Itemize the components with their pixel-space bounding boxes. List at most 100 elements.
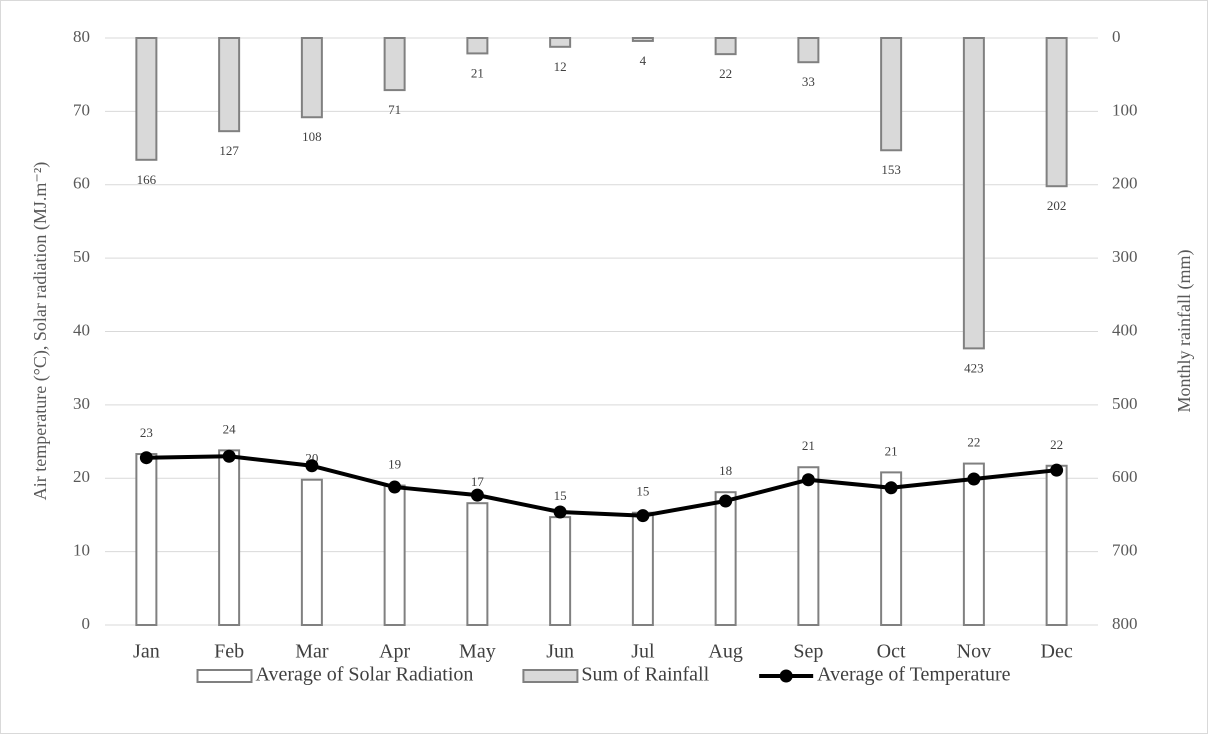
- legend-label: Average of Solar Radiation: [256, 664, 474, 686]
- y2-tick-label: 500: [1112, 394, 1138, 413]
- legend-label: Sum of Rainfall: [581, 664, 709, 686]
- y2-tick-label: 200: [1112, 174, 1138, 193]
- marker: [801, 473, 815, 487]
- data-label: 21: [471, 65, 484, 80]
- x-tick-label: May: [459, 641, 496, 663]
- bar: [714, 37, 737, 56]
- y-tick-label: 40: [73, 320, 90, 339]
- marker: [139, 451, 153, 465]
- bar: [466, 37, 489, 55]
- y-tick-label: 10: [73, 541, 90, 560]
- marker: [222, 449, 236, 463]
- data-label: 127: [219, 143, 239, 158]
- y2-tick-label: 300: [1112, 247, 1138, 266]
- marker: [305, 459, 319, 473]
- bar: [383, 484, 406, 626]
- x-tick-label: Sep: [793, 641, 823, 663]
- data-label: 108: [302, 129, 322, 144]
- data-label: 12: [554, 59, 567, 74]
- marker: [553, 505, 567, 519]
- y2-tick-label: 0: [1112, 27, 1121, 46]
- bar: [549, 37, 572, 48]
- bar: [631, 511, 654, 627]
- data-label: 23: [140, 425, 153, 440]
- bar: [549, 516, 572, 626]
- data-label: 17: [471, 474, 485, 489]
- bar: [218, 449, 241, 626]
- y-tick-label: 0: [82, 614, 91, 633]
- data-label: 18: [719, 463, 732, 478]
- x-tick-label: Apr: [379, 641, 410, 663]
- data-label: 21: [802, 438, 815, 453]
- data-label: 153: [881, 162, 901, 177]
- bar: [135, 453, 158, 626]
- data-label: 15: [636, 484, 649, 499]
- legend-symbol: [779, 669, 793, 683]
- data-label: 19: [388, 457, 401, 472]
- data-label: 202: [1047, 198, 1067, 213]
- data-label: 22: [719, 66, 732, 81]
- marker: [884, 481, 898, 495]
- legend-label: Average of Temperature: [817, 664, 1010, 686]
- y2-tick-label: 800: [1112, 614, 1138, 633]
- x-tick-label: Dec: [1041, 641, 1073, 663]
- bar: [714, 491, 737, 626]
- data-label: 15: [554, 488, 567, 503]
- bar: [1045, 37, 1068, 188]
- data-label: 22: [967, 435, 980, 450]
- marker: [388, 480, 402, 494]
- bar: [962, 37, 985, 350]
- legend-symbol: [522, 669, 579, 683]
- bar: [631, 37, 654, 42]
- legend-symbol: [196, 669, 253, 683]
- y-tick-label: 20: [73, 467, 90, 486]
- x-tick-label: Jun: [546, 641, 574, 663]
- marker: [1050, 463, 1064, 477]
- bar: [466, 502, 489, 627]
- bar: [797, 37, 820, 64]
- y2-tick-label: 700: [1112, 541, 1138, 560]
- x-tick-label: Jan: [133, 641, 160, 663]
- x-tick-label: Mar: [295, 641, 329, 663]
- marker: [470, 488, 484, 502]
- y-tick-label: 80: [73, 27, 90, 46]
- bar: [218, 37, 241, 133]
- y2-tick-label: 100: [1112, 100, 1138, 119]
- marker: [719, 494, 733, 508]
- data-label: 71: [388, 102, 401, 117]
- data-label: 22: [1050, 437, 1063, 452]
- y-tick-label: 70: [73, 100, 90, 119]
- bar: [962, 462, 985, 627]
- x-tick-label: Oct: [877, 641, 906, 663]
- bar: [797, 466, 820, 626]
- data-label: 21: [885, 443, 898, 458]
- x-tick-label: Nov: [957, 641, 991, 663]
- bar: [880, 471, 903, 626]
- bar: [135, 37, 158, 161]
- marker: [967, 472, 981, 486]
- x-tick-label: Jul: [631, 641, 655, 663]
- y-tick-label: 50: [73, 247, 90, 266]
- data-label: 24: [223, 421, 237, 436]
- bar: [300, 37, 323, 119]
- y2-tick-label: 600: [1112, 467, 1138, 486]
- y-tick-label: 60: [73, 174, 90, 193]
- data-label: 166: [137, 172, 157, 187]
- x-tick-label: Aug: [708, 641, 742, 663]
- bar: [300, 478, 323, 626]
- marker: [636, 509, 650, 523]
- data-label: 33: [802, 74, 815, 89]
- bar: [383, 37, 406, 92]
- y-axis-label: Air temperature (°C), Solar radiation (M…: [30, 162, 51, 501]
- bar: [880, 37, 903, 152]
- y-tick-label: 30: [73, 394, 90, 413]
- y2-axis-label: Monthly rainfall (mm): [1174, 250, 1195, 413]
- y2-tick-label: 400: [1112, 320, 1138, 339]
- x-tick-label: Feb: [214, 641, 244, 663]
- data-label: 423: [964, 360, 984, 375]
- bar: [1045, 464, 1068, 626]
- data-label: 4: [640, 53, 647, 68]
- line: [146, 454, 1057, 518]
